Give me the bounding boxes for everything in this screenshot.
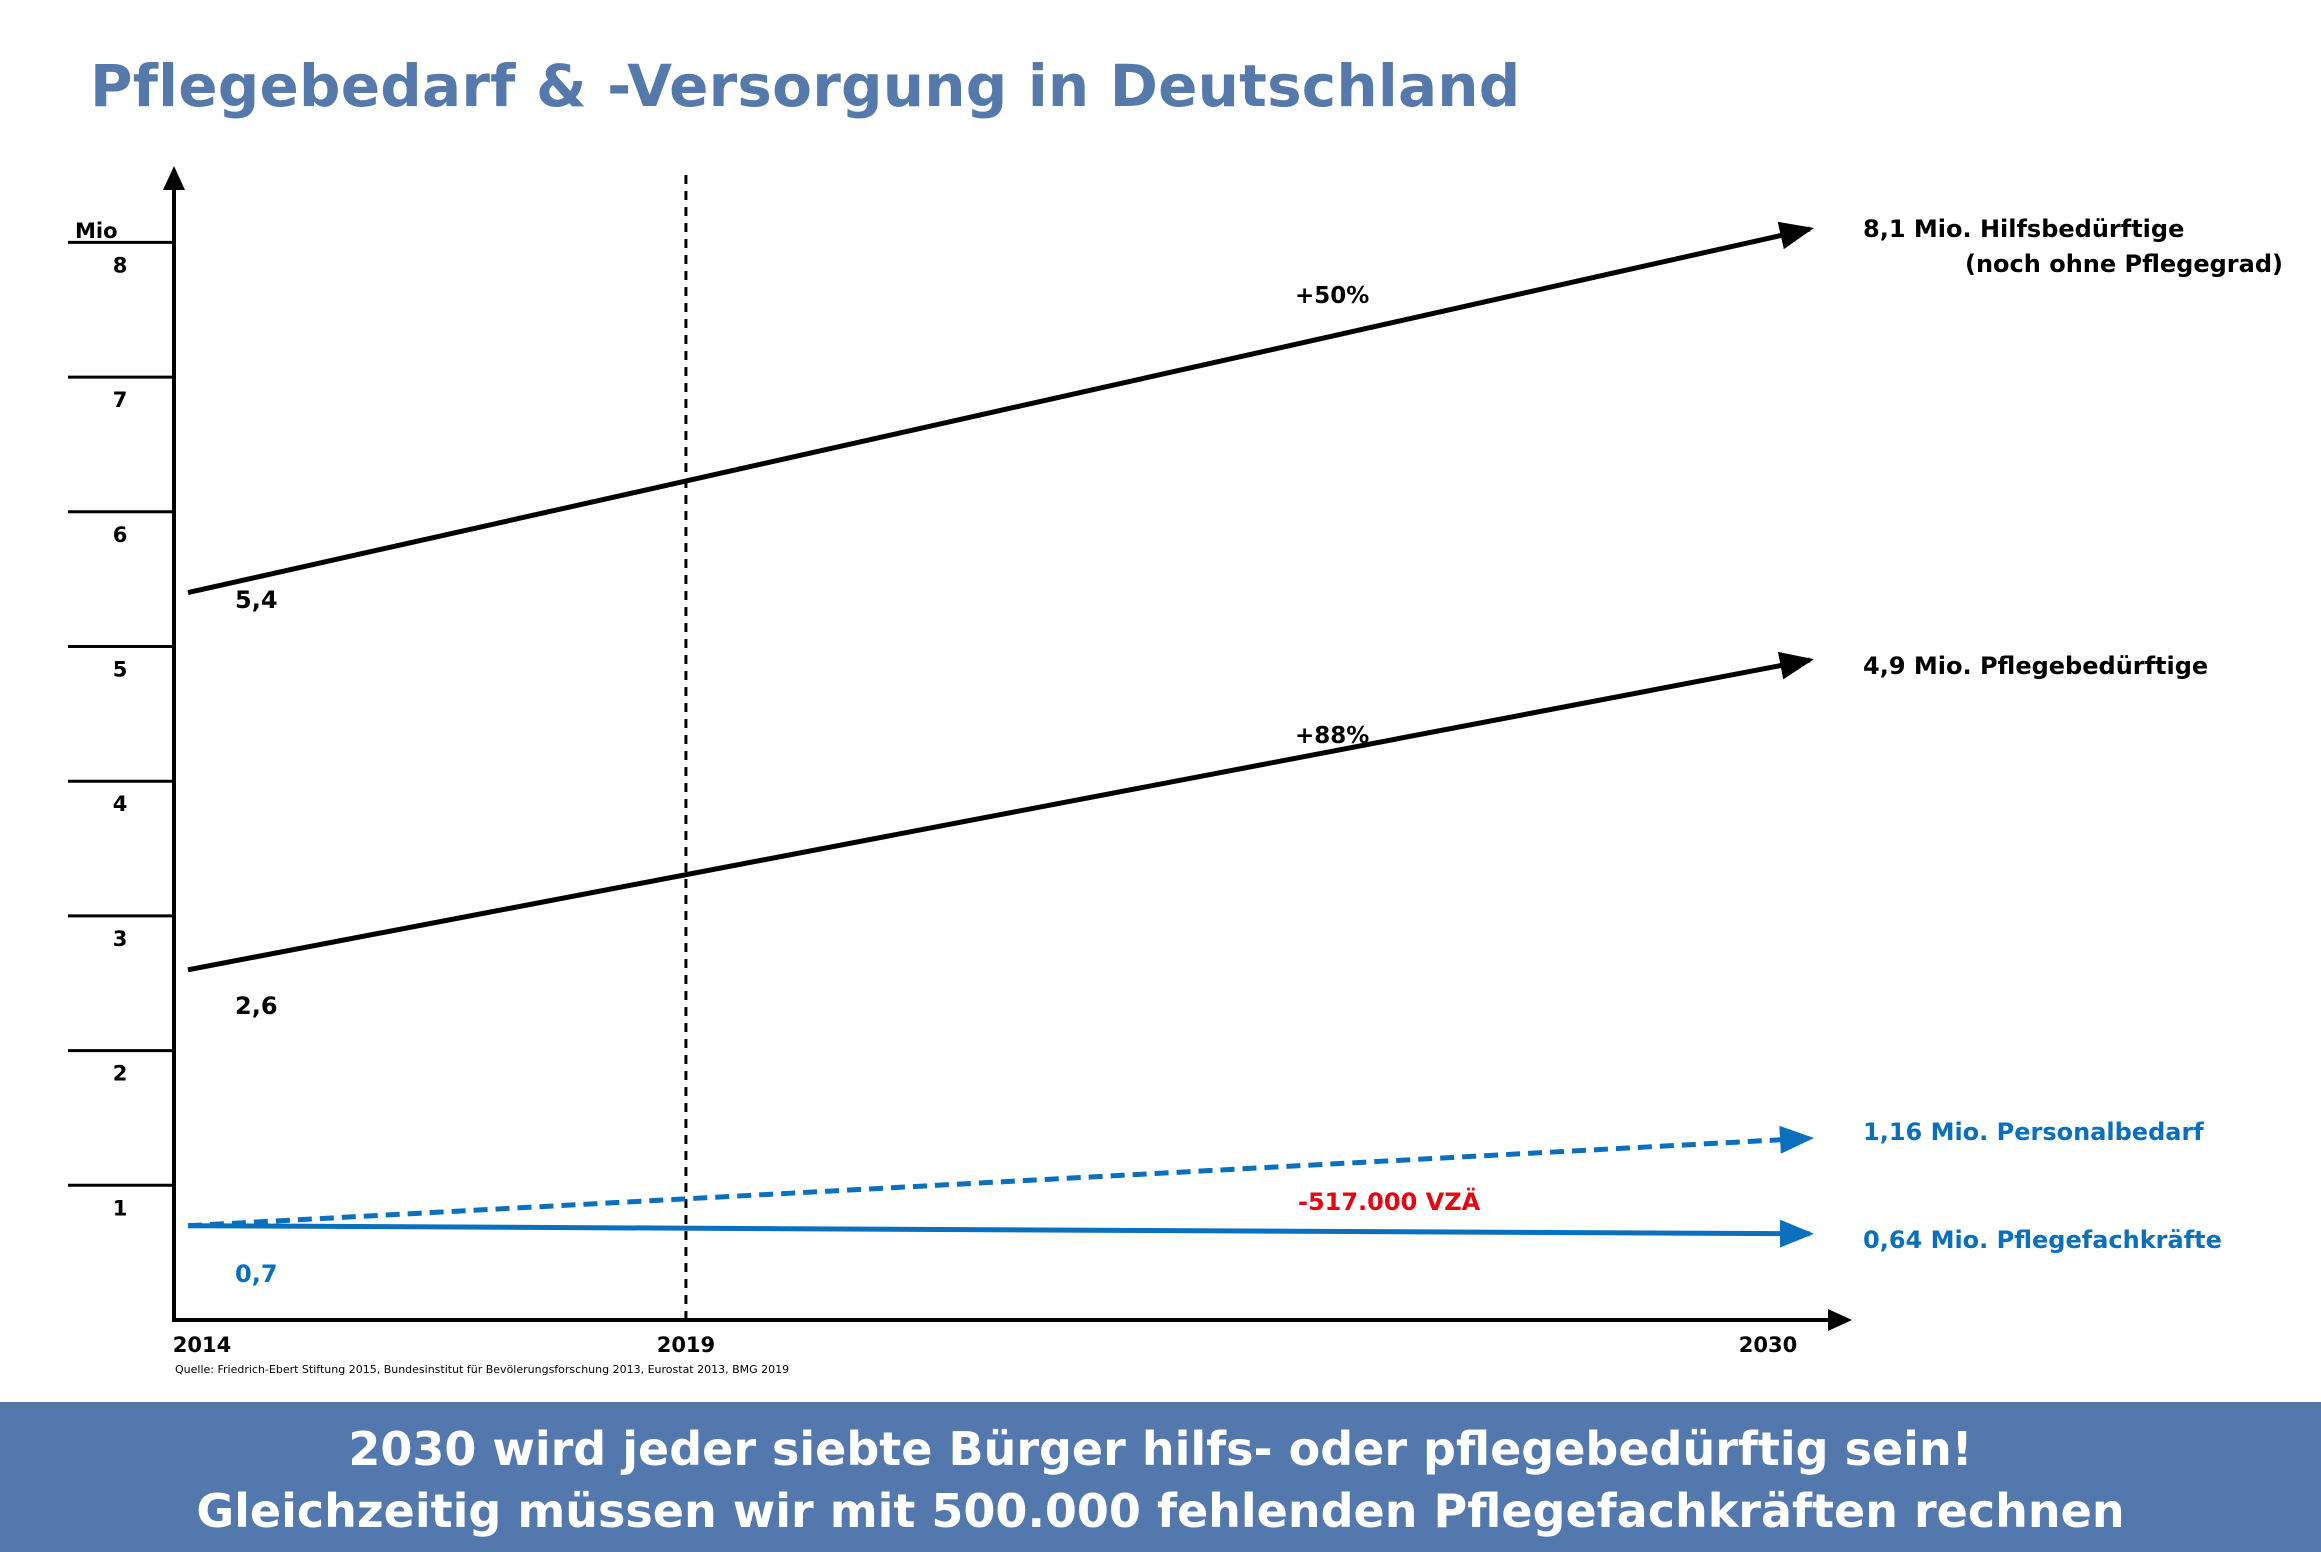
gap-annotation: -517.000 VZÄ [1298,1187,1481,1216]
x-tick-label: 2030 [1739,1333,1797,1357]
banner-line-2: Gleichzeitig müssen wir mit 500.000 fehl… [196,1484,2125,1538]
y-axis-unit: Mio [75,219,118,243]
y-tick-label: 6 [113,523,128,547]
summary-banner: 2030 wird jeder siebte Bürger hilfs- ode… [0,1402,2321,1552]
y-tick-label: 4 [113,792,128,816]
series-line-personal [187,1125,1814,1229]
chart-title: Pflegebedarf & -Versorgung in Deutschlan… [90,52,1521,120]
y-tick-label: 8 [113,253,128,277]
series-line-hilfs [187,221,1814,596]
series-layer [187,221,1814,1248]
y-ticks: 1 2 3 4 5 6 7 8 [68,240,174,1220]
series-line-fach [187,1219,1814,1248]
y-tick-label: 5 [113,658,128,682]
fach-start-label: 0,7 [235,1260,278,1288]
y-tick-label: 1 [113,1196,128,1220]
hilfs-end-label: 8,1 Mio. Hilfsbedürftige [1863,215,2184,243]
y-tick-label: 2 [113,1062,128,1086]
personal-end-label: 1,16 Mio. Personalbedarf [1863,1118,2204,1146]
hilfs-change-label: +50% [1295,283,1369,309]
chart: Mio 1 2 3 4 5 6 7 8 2014 2019 2030 8,1 Mio. Hilfs… [68,166,2283,1376]
pflege-end-label: 4,9 Mio. Pflegebedürftige [1863,652,2208,680]
y-tick-label: 3 [113,927,128,951]
x-ticks: 2014 2019 2030 [173,1333,1797,1357]
pflege-start-label: 2,6 [235,992,278,1020]
source-note: Quelle: Friedrich-Ebert Stiftung 2015, B… [175,1363,789,1376]
hilfs-start-label: 5,4 [235,586,278,614]
series-line-pflege [187,651,1814,973]
hilfs-end-label-sub: (noch ohne Pflegegrad) [1965,250,2283,278]
fach-end-label: 0,64 Mio. Pflegefachkräfte [1863,1226,2222,1254]
pflege-change-label: +88% [1295,723,1369,749]
banner-line-1: 2030 wird jeder siebte Bürger hilfs- ode… [348,1422,1973,1476]
x-tick-label: 2014 [173,1333,231,1357]
x-tick-label: 2019 [657,1333,715,1357]
y-tick-label: 7 [113,388,128,412]
